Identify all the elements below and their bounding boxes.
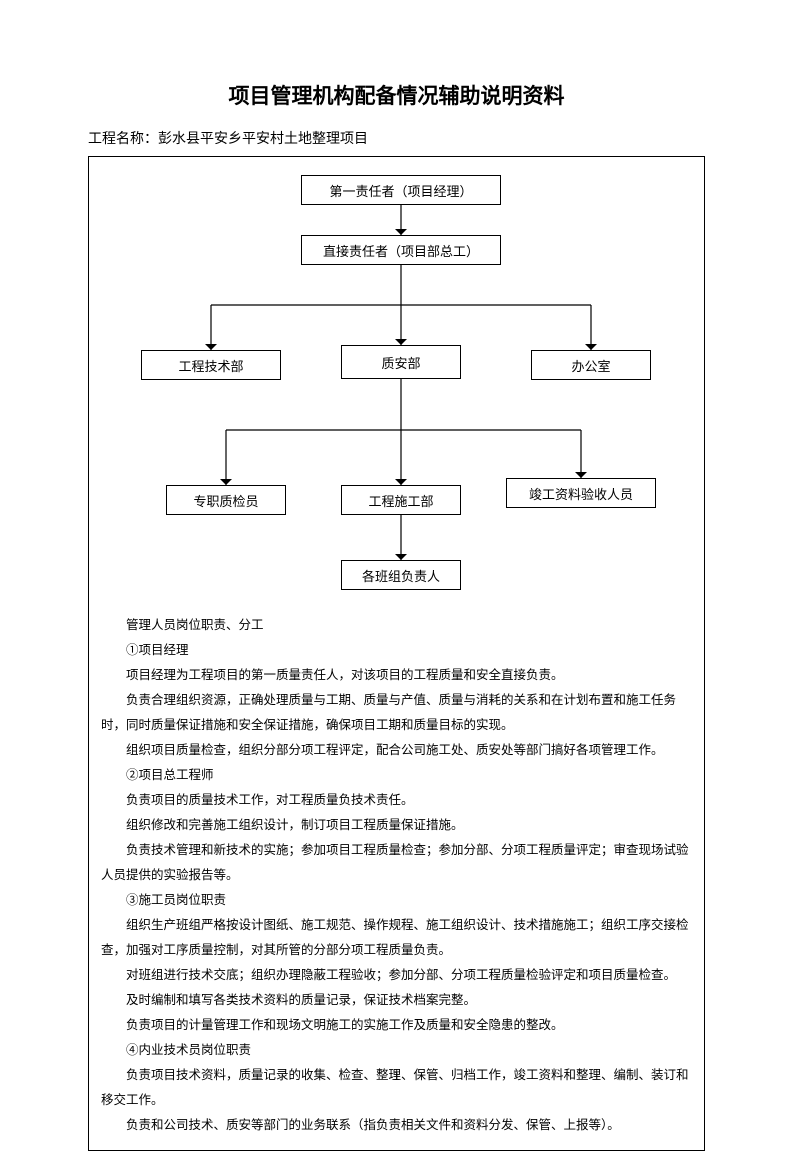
flowchart-node-n3: 工程技术部 (141, 350, 281, 380)
flowchart-node-n4: 质安部 (341, 345, 461, 379)
org-flowchart: 第一责任者（项目经理） 直接责任者（项目部总工） 工程技术部 质安部 办公室专职质检员 工… (101, 175, 692, 605)
paragraph: 负责项目的计量管理工作和现场文明施工的实施工作及质量和安全隐患的整改。 (101, 1013, 692, 1038)
paragraph: 负责项目的质量技术工作，对工程质量负技术责任。 (101, 788, 692, 813)
flowchart-node-n5: 办公室 (531, 350, 651, 380)
paragraph: 组织项目质量检查，组织分部分项工程评定，配合公司施工处、质安处等部门搞好各项管理… (101, 738, 692, 763)
flowchart-node-n8: 竣工资料验收人员 (506, 478, 656, 508)
paragraph: 及时编制和填写各类技术资料的质量记录，保证技术档案完整。 (101, 988, 692, 1013)
subsection-title: ④内业技术员岗位职责 (101, 1038, 692, 1063)
paragraph: 组织生产班组严格按设计图纸、施工规范、操作规程、施工组织设计、技术措施施工；组织… (101, 913, 692, 963)
paragraph: 负责合理组织资源，正确处理质量与工期、质量与产值、质量与消耗的关系和在计划布置和… (101, 688, 692, 738)
content-frame: 第一责任者（项目经理） 直接责任者（项目部总工） 工程技术部 质安部 办公室专职质检员 工… (88, 156, 705, 1151)
flowchart-node-n9: 各班组负责人 (341, 560, 461, 590)
page-number: 1 (0, 1068, 793, 1084)
body-text: 管理人员岗位职责、分工①项目经理项目经理为工程项目的第一质量责任人，对该项目的工… (101, 613, 692, 1138)
flowchart-node-n1: 第一责任者（项目经理） (301, 175, 501, 205)
paragraph: 负责技术管理和新技术的实施；参加项目工程质量检查；参加分部、分项工程质量评定；审… (101, 838, 692, 888)
paragraph: 项目经理为工程项目的第一质量责任人，对该项目的工程质量和安全直接负责。 (101, 663, 692, 688)
flowchart-node-n2: 直接责任者（项目部总工） (301, 235, 501, 265)
paragraph: 负责和公司技术、质安等部门的业务联系（指负责相关文件和资料分发、保管、上报等）。 (101, 1113, 692, 1138)
subsection-title: ①项目经理 (101, 638, 692, 663)
section-heading: 管理人员岗位职责、分工 (101, 613, 692, 638)
subsection-title: ③施工员岗位职责 (101, 888, 692, 913)
paragraph: 组织修改和完善施工组织设计，制订项目工程质量保证措施。 (101, 813, 692, 838)
paragraph: 对班组进行技术交底；组织办理隐蔽工程验收；参加分部、分项工程质量检验评定和项目质… (101, 963, 692, 988)
flowchart-node-n7: 工程施工部 (341, 485, 461, 515)
flowchart-node-n6: 专职质检员 (166, 485, 286, 515)
page-title: 项目管理机构配备情况辅助说明资料 (88, 80, 705, 110)
subsection-title: ②项目总工程师 (101, 763, 692, 788)
project-name: 工程名称：彭水县平安乡平安村土地整理项目 (88, 128, 705, 148)
